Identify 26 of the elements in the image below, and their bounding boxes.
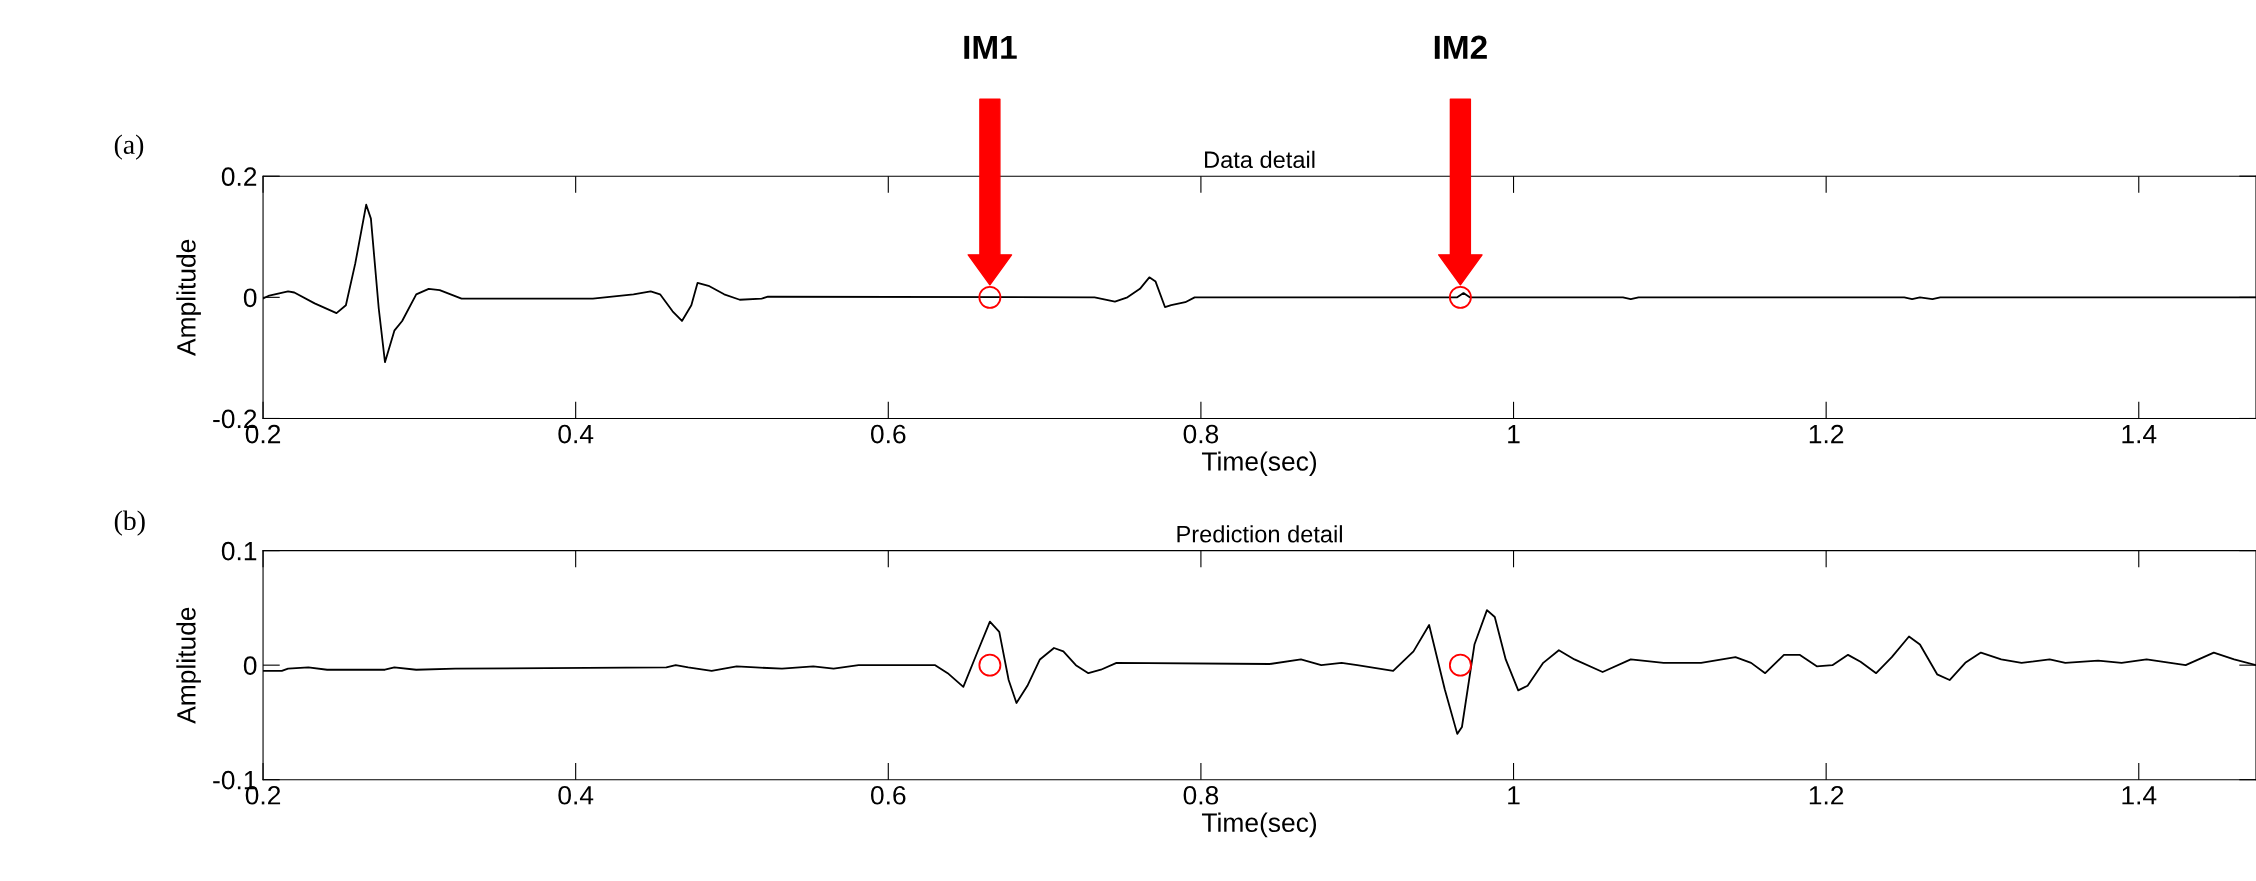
y-axis-title: Amplitude (176, 239, 201, 356)
y-tick-label: 0 (243, 288, 257, 308)
x-tick-label: 1.2 (1809, 785, 1844, 805)
y-tick-label: 0.2 (221, 167, 257, 187)
chart-title: Data detail (1205, 150, 1315, 169)
x-tick-label: 0.4 (558, 785, 594, 805)
x-tick-label: 0.6 (870, 424, 906, 444)
x-tick-label: 0.8 (1183, 785, 1219, 805)
text: IM1 (964, 35, 1017, 59)
x-tick-label: 0.6 (870, 785, 906, 805)
text: (b) (114, 510, 145, 536)
y-axis-title: Amplitude (176, 607, 201, 724)
x-tick-label: 1.4 (2122, 786, 2157, 805)
y-tick-label: 0 (243, 656, 257, 675)
x-tick-label: 1.2 (1809, 424, 1844, 444)
x-tick-label: 1.4 (2122, 425, 2157, 444)
text: (a) (114, 134, 144, 160)
x-axis-title: Time(sec) (1201, 451, 1317, 476)
x-tick-label: 0.4 (558, 424, 594, 444)
x-axis-title: Time(sec) (1201, 812, 1317, 838)
x-tick-label: 1 (1508, 425, 1520, 444)
x-tick-label: 1 (1508, 786, 1520, 805)
x-tick-label: 0.8 (1183, 424, 1219, 444)
y-tick-label: 0.1 (221, 541, 257, 561)
text: IM2 (1434, 35, 1487, 59)
chart-title: Prediction detail (1177, 525, 1342, 543)
